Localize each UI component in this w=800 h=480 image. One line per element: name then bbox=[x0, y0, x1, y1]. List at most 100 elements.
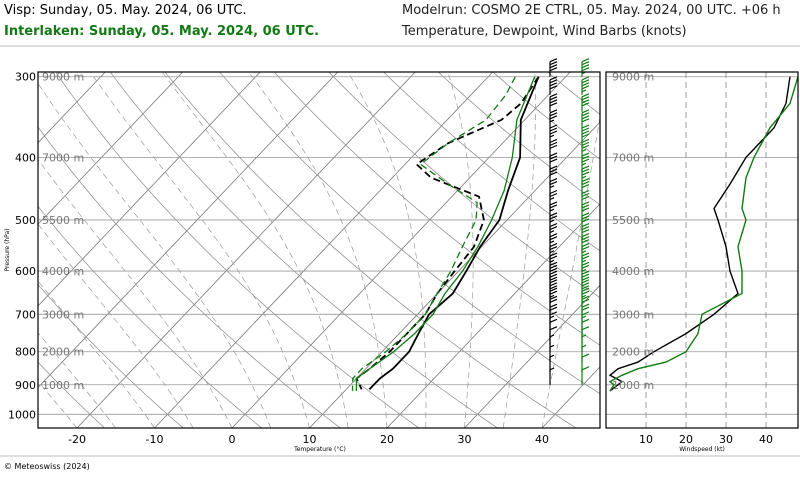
interlaken-temperature-line bbox=[355, 76, 536, 391]
isotherm-line bbox=[620, 72, 800, 428]
height-label: 7000 m bbox=[42, 151, 84, 164]
pressure-tick-label: 600 bbox=[15, 265, 36, 278]
interlaken-wind-barb bbox=[581, 76, 590, 95]
pressure-tick-label: 300 bbox=[15, 71, 36, 84]
moist-adiabat-line bbox=[502, 72, 536, 428]
windspeed-height-label: 3000 m bbox=[612, 308, 654, 321]
dry-adiabat-line bbox=[219, 72, 600, 395]
temperature-tick-label: 0 bbox=[229, 433, 236, 446]
interlaken-windspeed-line bbox=[608, 76, 798, 392]
visp-wind-barb bbox=[549, 243, 558, 262]
pressure-tick-label: 900 bbox=[15, 379, 36, 392]
windspeed-plot-area bbox=[606, 72, 798, 428]
interlaken-wind-barb bbox=[581, 366, 590, 385]
visp-wind-barb bbox=[549, 109, 558, 128]
moist-adiabat-line bbox=[541, 114, 600, 428]
interlaken-wind-barb bbox=[581, 109, 590, 128]
dry-adiabat-line bbox=[164, 72, 577, 428]
moist-adiabat-line bbox=[447, 72, 474, 428]
model-run-label: Modelrun: COSMO 2E CTRL, 05. May. 2024, … bbox=[402, 3, 781, 18]
visp-temperature-line bbox=[368, 76, 540, 391]
interlaken-wind-barb bbox=[581, 233, 590, 252]
windspeed-height-label: 9000 m bbox=[612, 71, 654, 84]
windspeed-tick-label: 40 bbox=[759, 433, 773, 446]
visp-windspeed-line bbox=[608, 76, 791, 392]
windspeed-tick-label: 10 bbox=[639, 433, 653, 446]
interlaken-wind-barb bbox=[581, 58, 590, 77]
isotherm-line bbox=[38, 72, 106, 144]
windspeed-axis-title: Windspeed (kt) bbox=[679, 446, 725, 453]
dry-adiabat-line bbox=[273, 72, 600, 346]
isotherm-line bbox=[697, 72, 800, 428]
isotherm-line bbox=[38, 72, 338, 389]
windspeed-tick-label: 30 bbox=[719, 433, 733, 446]
windspeed-height-label: 7000 m bbox=[612, 151, 654, 164]
skewt-plot-area bbox=[38, 67, 800, 428]
moist-adiabat-line bbox=[248, 72, 388, 428]
dry-adiabat-line bbox=[492, 72, 600, 160]
variables-label: Temperature, Dewpoint, Wind Barbs (knots… bbox=[402, 24, 687, 39]
isotherm-line bbox=[76, 72, 416, 428]
dry-adiabat-line bbox=[38, 126, 341, 428]
pressure-tick-label: 500 bbox=[15, 214, 36, 227]
dry-adiabat-line bbox=[437, 72, 600, 206]
interlaken-wind-barb bbox=[581, 138, 590, 158]
temperature-tick-label: 10 bbox=[303, 433, 317, 446]
moist-adiabat-line bbox=[161, 72, 349, 428]
dry-adiabat-line bbox=[705, 67, 800, 428]
visp-wind-barb bbox=[549, 261, 558, 281]
windspeed-height-label: 2000 m bbox=[612, 346, 654, 359]
visp-wind-barb bbox=[549, 58, 558, 77]
interlaken-dewpoint-line bbox=[351, 76, 516, 391]
height-label: 1000 m bbox=[42, 379, 84, 392]
height-label: 2000 m bbox=[42, 346, 84, 359]
isotherm-line bbox=[154, 72, 493, 428]
temperature-tick-label: -10 bbox=[146, 433, 164, 446]
dry-adiabat-line bbox=[38, 205, 262, 428]
isotherm-line bbox=[231, 72, 571, 428]
isotherm-line bbox=[464, 284, 600, 428]
dry-adiabat-line bbox=[38, 361, 105, 428]
visp-wind-barb bbox=[549, 367, 555, 385]
visp-wind-barb bbox=[549, 76, 558, 95]
dry-adiabat-line bbox=[109, 72, 498, 428]
skewt-frame bbox=[37, 71, 601, 429]
pressure-tick-label: 400 bbox=[15, 151, 36, 164]
moist-adiabat-line bbox=[38, 280, 155, 428]
height-label: 4000 m bbox=[42, 265, 84, 278]
isotherm-line bbox=[38, 72, 261, 307]
moist-adiabat-line bbox=[347, 72, 427, 428]
pressure-tick-label: 700 bbox=[15, 308, 36, 321]
dry-adiabat-line bbox=[38, 284, 184, 428]
pressure-tick-label: 800 bbox=[15, 346, 36, 359]
temperature-tick-label: 20 bbox=[380, 433, 394, 446]
visp-wind-barb bbox=[549, 124, 558, 143]
height-label: 9000 m bbox=[42, 71, 84, 84]
windspeed-height-label: 4000 m bbox=[612, 265, 654, 278]
visp-wind-barb bbox=[549, 138, 558, 158]
moist-adiabat-line bbox=[38, 332, 117, 428]
temperature-tick-label: -20 bbox=[68, 433, 86, 446]
interlaken-wind-barb bbox=[581, 93, 590, 112]
height-label: 3000 m bbox=[42, 308, 84, 321]
pressure-tick-label: 1000 bbox=[8, 408, 36, 421]
moist-adiabat-line bbox=[38, 158, 233, 428]
height-label: 5500 m bbox=[42, 214, 84, 227]
interlaken-title: Interlaken: Sunday, 05. May. 2024, 06 UT… bbox=[4, 24, 320, 39]
windspeed-tick-label: 20 bbox=[679, 433, 693, 446]
pressure-axis-title: Pressure (hPa) bbox=[4, 228, 11, 271]
temperature-axis-title: Temperature (°C) bbox=[293, 446, 346, 453]
windspeed-frame bbox=[605, 71, 799, 429]
windspeed-height-label: 5500 m bbox=[612, 214, 654, 227]
windspeed-height-label: 1000 m bbox=[612, 379, 654, 392]
isotherm-line bbox=[541, 366, 600, 428]
moist-adiabat-line bbox=[38, 82, 272, 428]
temperature-tick-label: 30 bbox=[458, 433, 472, 446]
visp-wind-barb bbox=[549, 93, 558, 112]
moist-adiabat-line bbox=[38, 223, 194, 428]
moist-adiabat-line bbox=[89, 72, 310, 428]
isotherm-line bbox=[38, 72, 183, 225]
dry-adiabat-line bbox=[55, 72, 420, 428]
dry-adiabat-line bbox=[760, 67, 800, 428]
